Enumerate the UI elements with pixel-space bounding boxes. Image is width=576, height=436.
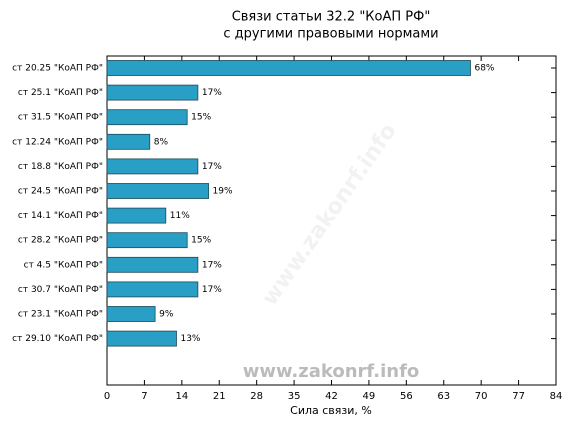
x-axis-label: Сила связи, % bbox=[290, 404, 372, 417]
y-tick-label: ст 31.5 "КоАП РФ" bbox=[18, 113, 103, 123]
x-tick-label: 42 bbox=[325, 391, 338, 402]
value-label: 11% bbox=[170, 211, 190, 221]
y-tick-label: ст 20.25 "КоАП РФ" bbox=[12, 64, 103, 74]
x-tick-label: 49 bbox=[363, 391, 376, 402]
watermark: www.zakonrf.info bbox=[243, 361, 420, 382]
bar bbox=[106, 281, 199, 298]
bar bbox=[106, 306, 156, 322]
bar bbox=[106, 133, 151, 150]
y-tick-label: ст 23.1 "КоАП РФ" bbox=[18, 310, 103, 320]
bar bbox=[106, 60, 471, 76]
y-tick-label: ст 4.5 "КоАП РФ" bbox=[24, 260, 103, 270]
bar bbox=[106, 256, 199, 273]
bar bbox=[106, 330, 177, 347]
value-label: 8% bbox=[154, 137, 169, 147]
y-tick-label: ст 18.8 "КоАП РФ" bbox=[18, 162, 103, 172]
y-tick-label: ст 24.5 "КоАП РФ" bbox=[18, 187, 103, 197]
x-tick-label: 77 bbox=[512, 391, 525, 402]
chart-subtitle: с другими правовыми нормами bbox=[223, 27, 438, 42]
watermark-diagonal: www.zakonrf.info bbox=[257, 119, 401, 310]
value-label: 68% bbox=[474, 64, 494, 74]
x-tick-label: 0 bbox=[104, 391, 110, 402]
value-label: 17% bbox=[202, 260, 222, 270]
value-label: 17% bbox=[202, 285, 222, 295]
chart-title: Связи статьи 32.2 "КоАП РФ" bbox=[232, 10, 431, 25]
value-label: 19% bbox=[213, 187, 233, 197]
y-tick-label: ст 28.2 "КоАП РФ" bbox=[18, 236, 103, 246]
value-label: 15% bbox=[191, 236, 211, 246]
x-tick-label: 63 bbox=[437, 391, 450, 402]
x-tick-label: 28 bbox=[250, 391, 263, 402]
x-tick-label: 84 bbox=[550, 391, 563, 402]
bar bbox=[106, 84, 199, 101]
value-label: 17% bbox=[202, 162, 222, 172]
x-tick-label: 70 bbox=[475, 391, 488, 402]
x-tick-label: 14 bbox=[175, 391, 188, 402]
value-label: 15% bbox=[191, 113, 211, 123]
y-tick-label: ст 25.1 "КоАП РФ" bbox=[18, 88, 103, 98]
bar bbox=[106, 183, 209, 199]
bar bbox=[106, 109, 188, 126]
value-label: 17% bbox=[202, 88, 222, 98]
y-tick-label: ст 30.7 "КоАП РФ" bbox=[18, 285, 103, 295]
value-label: 9% bbox=[159, 310, 174, 320]
x-tick-label: 21 bbox=[213, 391, 226, 402]
y-tick-label: ст 29.10 "КоАП РФ" bbox=[12, 334, 103, 344]
x-tick-label: 35 bbox=[288, 391, 301, 402]
value-label: 13% bbox=[180, 334, 200, 344]
x-tick-label: 7 bbox=[141, 391, 147, 402]
y-tick-label: ст 14.1 "КоАП РФ" bbox=[18, 211, 103, 221]
bar bbox=[106, 232, 188, 249]
bar bbox=[106, 158, 199, 175]
x-tick-label: 56 bbox=[400, 391, 413, 402]
bar bbox=[106, 207, 167, 224]
y-tick-label: ст 12.24 "КоАП РФ" bbox=[12, 137, 103, 147]
